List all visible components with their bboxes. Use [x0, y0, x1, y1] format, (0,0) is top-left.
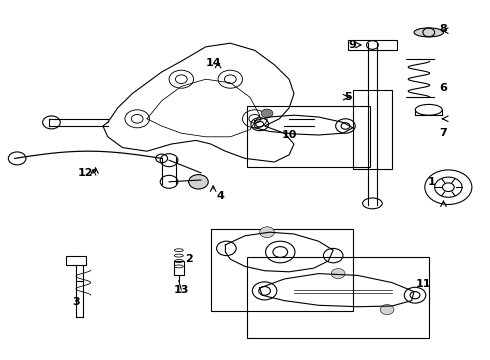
Circle shape — [331, 269, 345, 279]
Text: 14: 14 — [205, 58, 221, 68]
Text: 7: 7 — [440, 128, 447, 138]
Text: 3: 3 — [72, 297, 80, 307]
Text: 10: 10 — [281, 130, 297, 140]
Circle shape — [261, 109, 273, 118]
Bar — [247, 106, 370, 167]
Bar — [66, 256, 86, 265]
Circle shape — [380, 305, 394, 315]
Bar — [348, 40, 397, 50]
Circle shape — [260, 227, 274, 238]
Bar — [247, 257, 429, 338]
Text: 4: 4 — [217, 191, 224, 201]
Text: 5: 5 — [344, 92, 352, 102]
Bar — [211, 229, 353, 311]
Circle shape — [189, 175, 208, 189]
Ellipse shape — [414, 28, 443, 37]
Text: 6: 6 — [440, 83, 447, 93]
Text: 13: 13 — [173, 285, 189, 295]
Text: 8: 8 — [440, 24, 447, 34]
Bar — [174, 261, 184, 275]
Text: 9: 9 — [349, 40, 357, 50]
Text: 1: 1 — [427, 177, 435, 187]
Text: 11: 11 — [416, 279, 432, 289]
Text: 2: 2 — [185, 254, 193, 264]
Text: 12: 12 — [78, 168, 94, 178]
Bar — [353, 90, 392, 169]
